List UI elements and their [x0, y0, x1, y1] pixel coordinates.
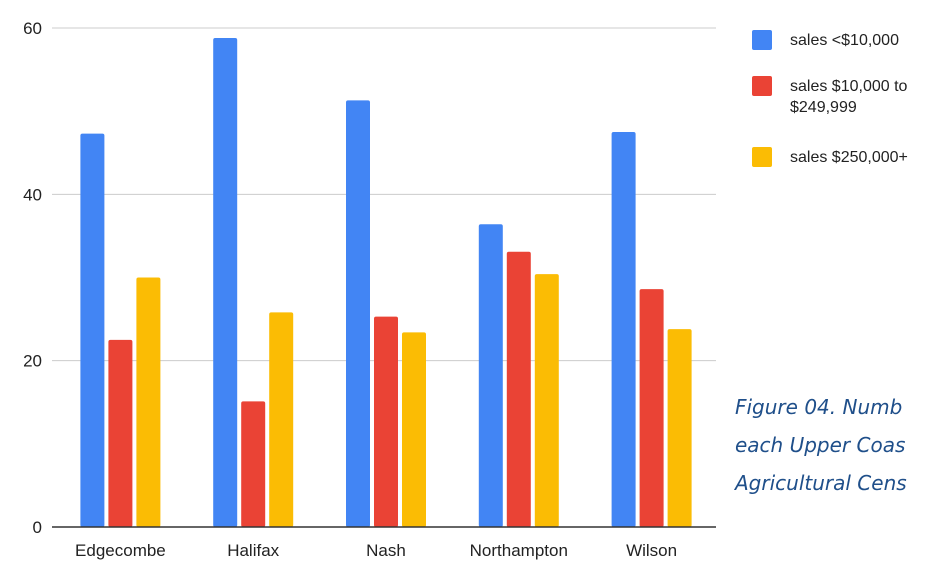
bar-nash-series-2 — [374, 316, 398, 527]
figure-caption: Figure 04. Numb each Upper Coas Agricult… — [735, 388, 951, 502]
x-tick-label-edgecombe: Edgecombe — [75, 541, 166, 560]
bar-edgecombe-series-3 — [136, 277, 161, 527]
x-tick-label-wilson: Wilson — [626, 541, 677, 560]
legend-label-1: sales <$10,000 — [790, 32, 899, 49]
legend-label-3: sales $250,000+ — [790, 149, 908, 166]
bar-northampton-series-1 — [478, 224, 503, 528]
y-tick-label-20: 20 — [23, 352, 42, 371]
legend-label-2-line-2: $249,999 — [790, 99, 857, 116]
legend: sales <$10,000 sales $10,000 to $249,999 sa… — [752, 30, 908, 167]
bar-edgecombe-series-1 — [80, 133, 105, 527]
bars — [80, 37, 692, 528]
bar-edgecombe-series-2 — [108, 339, 133, 527]
x-tick-label-halifax: Halifax — [227, 541, 279, 560]
legend-swatch-1 — [752, 30, 772, 50]
bar-wilson-series-1 — [611, 131, 636, 528]
legend-swatch-3 — [752, 147, 772, 167]
y-tick-label-60: 60 — [23, 19, 42, 38]
bar-wilson-series-3 — [667, 329, 692, 527]
bar-halifax-series-3 — [269, 312, 294, 527]
caption-line-3: Agricultural Cens — [735, 471, 907, 495]
y-tick-label-40: 40 — [23, 185, 42, 204]
axes: 0 20 40 60 Edgecombe Halifax Nash Northampton Wi… — [23, 19, 716, 560]
caption-line-1: Figure 04. Numb — [735, 395, 903, 419]
bar-nash-series-3 — [402, 332, 426, 527]
y-tick-label-0: 0 — [33, 518, 42, 537]
legend-swatch-2 — [752, 76, 772, 96]
bar-halifax-series-1 — [213, 37, 238, 527]
bar-nash-series-1 — [346, 100, 370, 527]
caption-line-2: each Upper Coas — [735, 433, 906, 457]
x-tick-label-nash: Nash — [366, 541, 406, 560]
x-tick-label-northampton: Northampton — [470, 541, 568, 560]
bar-northampton-series-2 — [506, 251, 531, 528]
legend-label-2-line-1: sales $10,000 to — [790, 78, 908, 95]
bar-wilson-series-2 — [639, 289, 664, 527]
bar-halifax-series-2 — [241, 401, 266, 527]
bar-northampton-series-3 — [534, 274, 559, 527]
